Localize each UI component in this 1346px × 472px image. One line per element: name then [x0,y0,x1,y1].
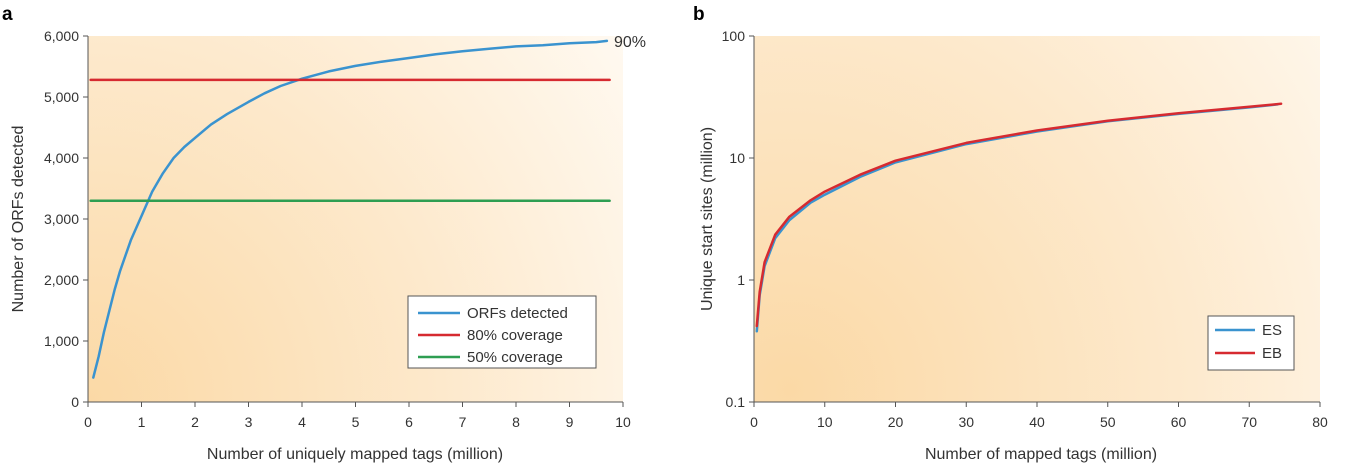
x-tick-label-b-0: 0 [750,414,758,430]
x-tick-label-a-3: 3 [245,414,253,430]
legend-label-orfs: ORFs detected [467,305,568,322]
y-tick-label-b-0-1: 0.1 [726,394,746,410]
y-tick-label-a-3-000: 3,000 [44,211,79,227]
x-tick-label-a-10: 10 [615,414,631,430]
y-tick-label-a-2-000: 2,000 [44,272,79,288]
legend-label-50: 50% coverage [467,349,563,366]
y-tick-label-b-1: 1 [737,272,745,288]
chart-panel-b: b 0 10 20 30 40 50 60 70 80 0.1 1 10 100 Number of … [693,4,1328,463]
x-tick-label-b-10: 10 [817,414,833,430]
x-tick-label-b-40: 40 [1029,414,1045,430]
x-tick-label-a-2: 2 [191,414,199,430]
x-tick-label-a-8: 8 [512,414,520,430]
x-tick-label-b-50: 50 [1100,414,1116,430]
legend-b: ES EB [1207,315,1295,371]
x-tick-label-b-60: 60 [1171,414,1187,430]
y-tick-label-a-0: 0 [71,394,79,410]
x-tick-label-a-6: 6 [405,414,413,430]
x-tick-label-a-7: 7 [459,414,467,430]
x-tick-label-a-4: 4 [298,414,306,430]
panel-letter-a: a [2,4,13,25]
x-tick-label-b-30: 30 [958,414,974,430]
x-tick-label-a-9: 9 [566,414,574,430]
x-tick-label-b-70: 70 [1241,414,1257,430]
x-tick-label-b-80: 80 [1312,414,1328,430]
chart-panel-a: a 0 1 2 3 4 5 6 7 8 9 10 0 1,000 2,000 3,000 4,000 5,00… [2,4,646,463]
y-axis-label-a: Number of ORFs detected [10,126,27,313]
legend-box-b [1207,315,1295,371]
x-tick-label-b-20: 20 [888,414,904,430]
x-tick-label-a-1: 1 [138,414,146,430]
panel-letter-b: b [693,4,705,25]
annotation-90-percent: 90% [614,34,646,51]
y-tick-label-a-5-000: 5,000 [44,89,79,105]
y-tick-label-b-10: 10 [729,150,745,166]
x-tick-label-a-0: 0 [84,414,92,430]
y-tick-label-a-4-000: 4,000 [44,150,79,166]
legend-label-80: 80% coverage [467,327,563,344]
legend-a: ORFs detected 80% coverage 50% coverage [407,295,597,369]
legend-label-eb: EB [1262,345,1282,362]
legend-label-es: ES [1262,322,1282,339]
x-tick-label-a-5: 5 [352,414,360,430]
series-line-a-orfs-detected [92,39,609,379]
y-tick-label-b-100: 100 [722,28,746,44]
x-axis-label-b: Number of mapped tags (million) [925,446,1157,463]
y-axis-label-b: Unique start sites (million) [699,127,716,311]
y-tick-label-a-6-000: 6,000 [44,28,79,44]
y-tick-label-a-1-000: 1,000 [44,333,79,349]
x-axis-label-a: Number of uniquely mapped tags (million) [207,446,503,463]
series-line-b-eb [755,102,1283,328]
